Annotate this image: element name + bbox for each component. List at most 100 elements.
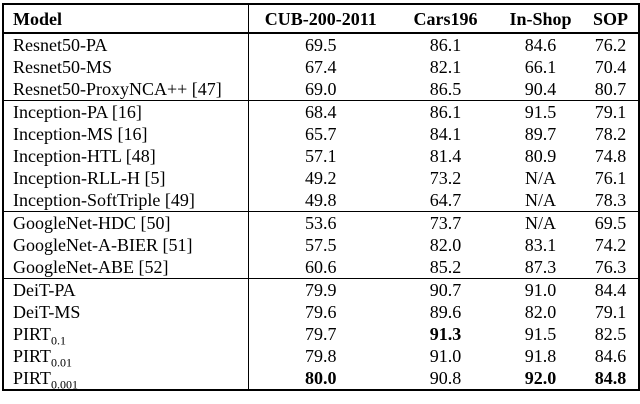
value-cell: 66.1 xyxy=(524,57,557,77)
model-cell: Inception-HTL [48] xyxy=(3,145,249,167)
model-cell: Resnet50-MS xyxy=(3,56,249,78)
model-cell: PIRT0.1 xyxy=(3,323,249,345)
value-cell: 84.1 xyxy=(429,124,462,144)
value-cell: 84.8 xyxy=(594,368,627,388)
model-name: Inception-SoftTriple [49] xyxy=(13,190,195,210)
model-subscript: 0.01 xyxy=(50,355,72,367)
value-cell: 74.8 xyxy=(594,146,627,166)
model-name: DeiT-PA xyxy=(13,280,76,300)
column-header-model: Model xyxy=(3,4,249,34)
value-cell: 69.5 xyxy=(583,211,639,234)
value-cell: 85.2 xyxy=(429,257,462,277)
value-cell: N/A xyxy=(525,168,556,188)
value-cell: 73.7 xyxy=(393,211,498,234)
value-cell: 90.4 xyxy=(524,79,557,99)
table-row: DeiT-PA 79.9 90.7 91.0 84.4 xyxy=(3,278,639,301)
table-row: Resnet50-ProxyNCA++ [47] 69.0 86.5 90.4 80.7 xyxy=(3,78,639,101)
table-row: PIRT0.1 79.7 91.3 91.5 82.5 xyxy=(3,323,639,345)
model-cell: Inception-MS [16] xyxy=(3,123,249,145)
results-table: Model CUB-200-2011 Cars196 In-Shop SOP Resn… xyxy=(2,3,640,391)
value-cell: 79.1 xyxy=(583,100,639,123)
model-subscript: 0.001 xyxy=(50,377,78,390)
value-cell: 80.0 xyxy=(305,368,337,388)
model-name: Inception-RLL-H [5] xyxy=(13,168,166,188)
table-row: Inception-RLL-H [5] 49.2 73.2 N/A 76.1 xyxy=(3,167,639,189)
header-row: Model CUB-200-2011 Cars196 In-Shop SOP xyxy=(3,4,639,34)
value-cell: 86.5 xyxy=(429,79,462,99)
model-cell: PIRT0.001 xyxy=(3,367,249,390)
column-header-dataset: In-Shop xyxy=(498,4,583,34)
model-name: GoogleNet-ABE [52] xyxy=(13,257,169,277)
value-cell: 57.1 xyxy=(305,146,337,166)
value-cell: 89.6 xyxy=(429,302,462,322)
value-cell: 53.6 xyxy=(248,211,393,234)
value-cell: 82.0 xyxy=(429,235,462,255)
column-header-dataset: Cars196 xyxy=(393,4,498,34)
table-row: Resnet50-MS 67.4 82.1 66.1 70.4 xyxy=(3,56,639,78)
value-cell: 78.2 xyxy=(594,124,627,144)
model-name: Inception-HTL [48] xyxy=(13,146,156,166)
value-cell: 81.4 xyxy=(429,146,462,166)
value-cell: 91.0 xyxy=(498,278,583,301)
value-cell: 90.8 xyxy=(429,368,462,388)
value-cell: 49.2 xyxy=(305,168,337,188)
table-body: Resnet50-PA 69.5 86.1 84.6 76.2 Resnet50-MS 67… xyxy=(3,33,639,390)
value-cell: 86.1 xyxy=(429,35,462,55)
value-cell: 84.6 xyxy=(524,35,557,55)
value-cell: 92.0 xyxy=(524,368,557,388)
value-cell: 91.3 xyxy=(429,324,462,344)
table-row: Inception-HTL [48] 57.1 81.4 80.9 74.8 xyxy=(3,145,639,167)
value-cell: 89.7 xyxy=(524,124,557,144)
model-cell: Inception-SoftTriple [49] xyxy=(3,189,249,212)
value-cell: 64.7 xyxy=(429,190,462,210)
model-cell: Inception-PA [16] xyxy=(3,100,249,123)
value-cell: 70.4 xyxy=(594,57,627,77)
value-cell: 68.4 xyxy=(248,100,393,123)
model-name: DeiT-MS xyxy=(13,302,81,322)
value-cell: 91.5 xyxy=(524,324,557,344)
model-name: PIRT xyxy=(13,368,51,388)
table-row: Resnet50-PA 69.5 86.1 84.6 76.2 xyxy=(3,33,639,56)
model-cell: PIRT0.01 xyxy=(3,345,249,367)
value-cell: 69.5 xyxy=(305,35,337,55)
table-row: DeiT-MS 79.6 89.6 82.0 79.1 xyxy=(3,301,639,323)
value-cell: 76.1 xyxy=(594,168,627,188)
model-cell: Resnet50-PA xyxy=(3,33,249,56)
value-cell: 82.5 xyxy=(594,324,627,344)
table-row: GoogleNet-ABE [52] 60.6 85.2 87.3 76.3 xyxy=(3,256,639,279)
value-cell: 86.1 xyxy=(393,100,498,123)
model-cell: DeiT-MS xyxy=(3,301,249,323)
table-row: PIRT0.001 80.0 90.8 92.0 84.8 xyxy=(3,367,639,390)
model-cell: GoogleNet-A-BIER [51] xyxy=(3,234,249,256)
value-cell: 65.7 xyxy=(305,124,337,144)
model-cell: GoogleNet-ABE [52] xyxy=(3,256,249,279)
model-name: PIRT xyxy=(13,346,51,366)
value-cell: 79.7 xyxy=(305,324,337,344)
value-cell: 79.8 xyxy=(305,346,337,366)
value-cell: 78.3 xyxy=(594,190,627,210)
value-cell: 73.2 xyxy=(429,168,462,188)
column-header-dataset: SOP xyxy=(583,4,639,34)
value-cell: 91.8 xyxy=(524,346,557,366)
value-cell: 79.6 xyxy=(305,302,337,322)
model-cell: GoogleNet-HDC [50] xyxy=(3,211,249,234)
model-name: Resnet50-MS xyxy=(13,57,112,77)
model-name: GoogleNet-HDC [50] xyxy=(13,213,171,233)
value-cell: 83.1 xyxy=(524,235,557,255)
value-cell: 74.2 xyxy=(594,235,627,255)
model-name: Inception-PA [16] xyxy=(13,102,142,122)
value-cell: 79.1 xyxy=(594,302,627,322)
value-cell: 57.5 xyxy=(305,235,337,255)
model-name: Inception-MS [16] xyxy=(13,124,148,144)
value-cell: 90.7 xyxy=(393,278,498,301)
value-cell: 82.1 xyxy=(429,57,462,77)
column-header-dataset: CUB-200-2011 xyxy=(248,4,393,34)
model-cell: DeiT-PA xyxy=(3,278,249,301)
model-name: Resnet50-ProxyNCA++ [47] xyxy=(13,79,222,99)
value-cell: 84.4 xyxy=(583,278,639,301)
table-row: Inception-PA [16] 68.4 86.1 91.5 79.1 xyxy=(3,100,639,123)
table-row: GoogleNet-A-BIER [51] 57.5 82.0 83.1 74.2 xyxy=(3,234,639,256)
value-cell: 91.0 xyxy=(429,346,462,366)
value-cell: 49.8 xyxy=(305,190,337,210)
